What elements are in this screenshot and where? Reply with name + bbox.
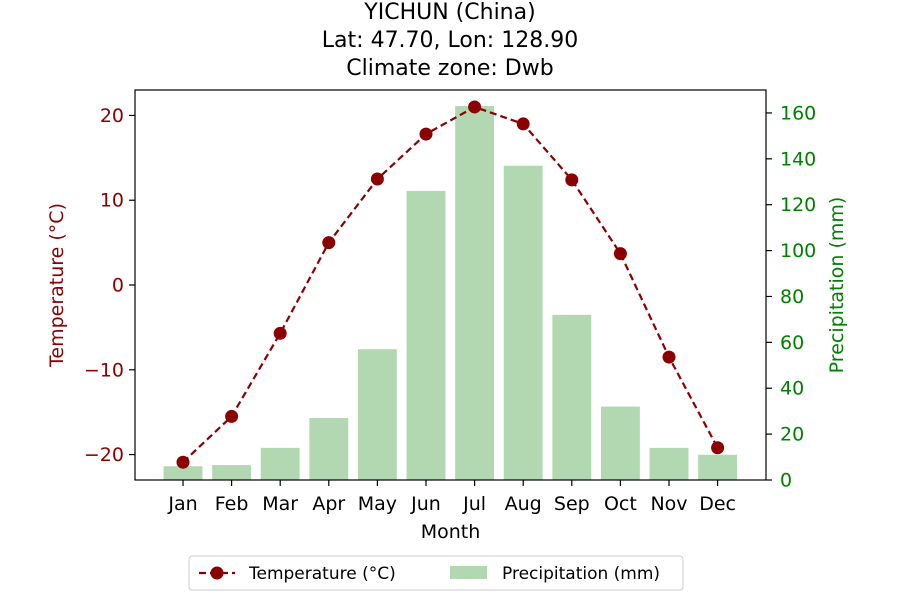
month-tick-label-jun: Jun bbox=[410, 493, 441, 515]
precipitation-tick-label: 40 bbox=[780, 378, 804, 400]
precipitation-tick-label: 60 bbox=[780, 332, 804, 354]
month-tick-label-apr: Apr bbox=[312, 493, 345, 515]
precipitation-bar-jul bbox=[455, 106, 495, 480]
temperature-point-jul bbox=[468, 100, 482, 114]
temperature-tick-label: 0 bbox=[112, 275, 124, 297]
legend-precipitation-swatch bbox=[450, 566, 487, 579]
temperature-point-oct bbox=[613, 247, 627, 261]
temperature-point-sep bbox=[565, 173, 579, 187]
precipitation-bar-aug bbox=[503, 165, 543, 481]
legend-frame bbox=[188, 555, 684, 591]
month-tick-label-sep: Sep bbox=[554, 493, 590, 515]
precipitation-tick-label: 20 bbox=[780, 424, 804, 446]
precipitation-tick-label: 100 bbox=[780, 240, 816, 262]
precipitation-bar-jan bbox=[163, 466, 203, 480]
month-tick-label-oct: Oct bbox=[604, 493, 637, 515]
precipitation-tick-label: 140 bbox=[780, 148, 816, 170]
precipitation-tick-label: 0 bbox=[780, 470, 792, 492]
month-tick-label-nov: Nov bbox=[650, 493, 687, 515]
x-axis-label: Month bbox=[421, 521, 481, 543]
temperature-point-dec bbox=[711, 441, 725, 455]
precipitation-bar-may bbox=[357, 349, 397, 480]
temperature-point-jan bbox=[176, 455, 190, 469]
precipitation-bar-dec bbox=[698, 454, 738, 480]
month-tick-label-dec: Dec bbox=[699, 493, 736, 515]
month-tick-label-may: May bbox=[358, 493, 397, 515]
precipitation-bar-nov bbox=[649, 447, 689, 480]
precipitation-bar-mar bbox=[260, 447, 300, 480]
chart-title-station: YICHUN (China) bbox=[364, 0, 536, 25]
temperature-point-apr bbox=[322, 236, 336, 250]
chart-legend: Temperature (°C) Precipitation (mm) bbox=[188, 555, 684, 591]
legend-temperature-marker bbox=[210, 566, 224, 580]
temperature-point-aug bbox=[516, 117, 530, 131]
month-tick-label-feb: Feb bbox=[215, 493, 249, 515]
temperature-point-nov bbox=[662, 350, 676, 364]
precipitation-bar-jun bbox=[406, 190, 446, 481]
temperature-point-mar bbox=[273, 326, 287, 340]
month-tick-label-jan: Jan bbox=[167, 493, 197, 515]
temperature-line bbox=[182, 105, 719, 463]
month-tick-label-mar: Mar bbox=[262, 493, 298, 515]
temperature-point-may bbox=[370, 172, 384, 186]
temperature-point-feb bbox=[225, 409, 239, 423]
temperature-tick-label: 10 bbox=[100, 190, 124, 212]
legend-precipitation-label: Precipitation (mm) bbox=[502, 564, 660, 584]
precipitation-bar-sep bbox=[552, 314, 592, 480]
temperature-point-jun bbox=[419, 127, 433, 141]
temperature-tick-label: −20 bbox=[84, 444, 124, 466]
chart-title-climate-zone: Climate zone: Dwb bbox=[346, 56, 554, 81]
y-axis-label-precipitation: Precipitation (mm) bbox=[826, 197, 848, 374]
precipitation-tick-label: 80 bbox=[780, 286, 804, 308]
precipitation-bar-oct bbox=[600, 406, 640, 480]
temperature-tick-label: −10 bbox=[84, 359, 124, 381]
month-tick-label-aug: Aug bbox=[505, 493, 542, 515]
y-axis-label-temperature: Temperature (°C) bbox=[46, 203, 68, 368]
temperature-tick-label: 20 bbox=[100, 105, 124, 127]
precipitation-tick-label: 120 bbox=[780, 194, 816, 216]
legend-temperature-label: Temperature (°C) bbox=[248, 564, 396, 584]
month-tick-label-jul: Jul bbox=[462, 493, 486, 515]
precipitation-bar-feb bbox=[212, 465, 252, 480]
precipitation-tick-label: 160 bbox=[780, 102, 816, 124]
precipitation-bar-apr bbox=[309, 418, 349, 480]
chart-title-coordinates: Lat: 47.70, Lon: 128.90 bbox=[321, 28, 579, 53]
